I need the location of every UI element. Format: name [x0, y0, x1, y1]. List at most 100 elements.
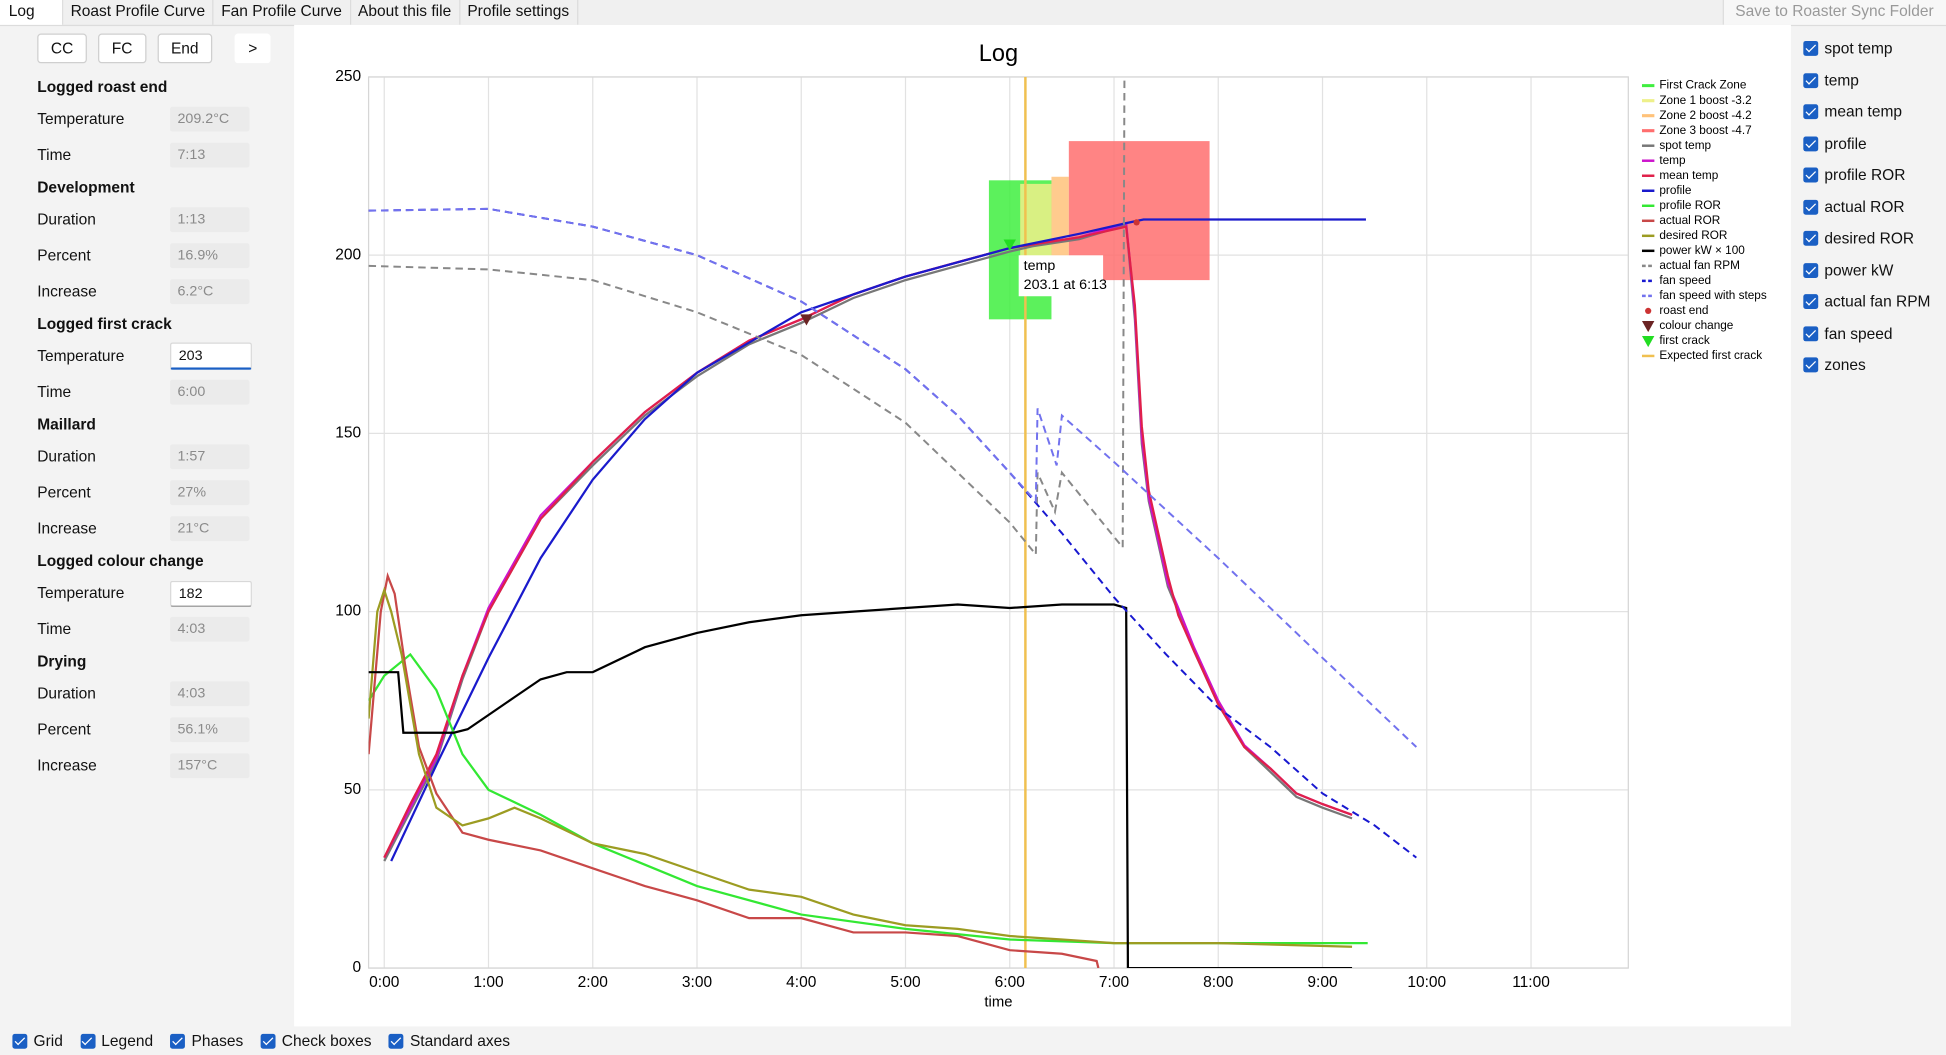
checkbox-box[interactable]: [12, 1033, 28, 1049]
button[interactable]: CC: [37, 33, 87, 64]
field-input[interactable]: 203: [170, 342, 252, 371]
checkbox-box[interactable]: [388, 1033, 404, 1049]
checkbox-label: Phases: [191, 1031, 244, 1050]
field-input[interactable]: 182: [170, 580, 252, 607]
tooltip-box: [1018, 255, 1104, 297]
x-tick-label: 5:00: [890, 974, 921, 991]
tooltip-text: temp: [1024, 258, 1056, 274]
checkbox[interactable]: power kW: [1803, 259, 1893, 281]
checkbox-box[interactable]: [260, 1033, 276, 1049]
checkbox-label: profile ROR: [1824, 166, 1906, 184]
checkbox-box[interactable]: [1803, 262, 1819, 278]
checkbox-label: zones: [1824, 356, 1866, 374]
checkbox-label: desired ROR: [1824, 229, 1915, 247]
log-fields: Logged roast end Temperature 209.2°C Time 7:…: [37, 72, 260, 783]
checkbox-box[interactable]: [1803, 135, 1819, 151]
field-label: Duration: [37, 448, 96, 466]
view-checkboxes: Grid Legend Phases Check boxes Standard axes: [0, 1026, 1946, 1055]
checkbox-box[interactable]: [1803, 325, 1819, 341]
button-row: CC FC End >: [37, 33, 271, 64]
x-axis-label: time: [984, 995, 1012, 1011]
tab-bar: Log Roast Profile Curve Fan Profile Curve A…: [0, 0, 1946, 27]
y-tick-label: 50: [344, 781, 362, 798]
x-tick-label: 8:00: [1203, 974, 1234, 991]
field-row: Time 6:00: [37, 374, 260, 409]
series-line: [368, 572, 1100, 969]
checkbox[interactable]: Standard axes: [388, 1032, 510, 1049]
legend-swatch: [1645, 307, 1652, 314]
field-row: Duration 1:57: [37, 440, 260, 475]
legend-label: desired ROR: [1659, 229, 1727, 242]
field-label: Temperature: [37, 110, 125, 129]
legend-label: power kW × 100: [1659, 244, 1745, 257]
series-line: [368, 586, 1353, 948]
field-value: 4:03: [170, 681, 250, 707]
checkbox-box[interactable]: [80, 1033, 96, 1049]
series-line: [368, 652, 1368, 945]
checkbox[interactable]: profile: [1803, 132, 1867, 154]
checkbox-box[interactable]: [1803, 104, 1819, 120]
field-row: Time 7:13: [37, 137, 260, 172]
checkbox[interactable]: Legend: [80, 1032, 153, 1049]
field-value: 1:57: [170, 444, 250, 470]
tab[interactable]: Fan Profile Curve: [214, 0, 351, 25]
checkbox-box[interactable]: [1803, 72, 1819, 88]
legend-label: profile: [1659, 184, 1692, 197]
tab[interactable]: Roast Profile Curve: [63, 0, 214, 25]
checkbox[interactable]: fan speed: [1803, 322, 1893, 344]
checkbox-box[interactable]: [1803, 357, 1819, 373]
checkbox[interactable]: Grid: [12, 1032, 63, 1049]
tab[interactable]: Profile settings: [460, 0, 578, 25]
checkbox[interactable]: actual ROR: [1803, 195, 1905, 217]
field-row: Increase 21°C: [37, 511, 260, 546]
checkbox[interactable]: desired ROR: [1803, 227, 1914, 249]
tooltip-text: 203.1 at 6:13: [1024, 277, 1107, 293]
checkbox-box[interactable]: [170, 1033, 186, 1049]
field-label: Time: [37, 146, 72, 164]
checkbox-box[interactable]: [1803, 167, 1819, 183]
button[interactable]: >: [234, 33, 271, 64]
field-label: Increase: [37, 282, 97, 300]
checkbox[interactable]: actual fan RPM: [1803, 290, 1930, 312]
section-title: Drying: [37, 652, 87, 671]
legend-label: spot temp: [1659, 139, 1711, 152]
series-line: [383, 225, 1353, 859]
field-row: Percent 16.9%: [37, 238, 260, 273]
field-value: 21°C: [170, 515, 250, 541]
series-line: [383, 223, 1353, 862]
checkbox[interactable]: Check boxes: [260, 1032, 371, 1049]
legend-label: first crack: [1659, 334, 1710, 347]
y-tick-label: 250: [335, 68, 361, 85]
checkbox-box[interactable]: [1803, 230, 1819, 246]
button[interactable]: End: [157, 33, 213, 64]
field-row: Duration 4:03: [37, 677, 260, 712]
checkbox[interactable]: spot temp: [1803, 37, 1893, 59]
tab[interactable]: About this file: [351, 0, 460, 25]
series-checkboxes: spot temp temp mean temp profile profile ROR…: [1791, 25, 1946, 1027]
checkbox-box[interactable]: [1803, 199, 1819, 215]
checkbox-label: actual ROR: [1824, 197, 1905, 216]
field-label: Time: [37, 383, 72, 401]
x-tick-label: 0:00: [369, 974, 400, 991]
checkbox[interactable]: profile ROR: [1803, 164, 1905, 186]
x-tick-label: 9:00: [1307, 974, 1338, 991]
field-label: Increase: [37, 519, 97, 537]
checkbox[interactable]: Phases: [170, 1032, 243, 1049]
checkbox-box[interactable]: [1803, 40, 1819, 56]
x-tick-label: 6:00: [995, 974, 1026, 991]
button[interactable]: FC: [98, 33, 147, 64]
checkbox-box[interactable]: [1803, 294, 1819, 310]
sync-button[interactable]: Save to Roaster Sync Folder: [1722, 0, 1946, 25]
legend-label: fan speed: [1659, 274, 1711, 287]
legend-label: actual ROR: [1659, 214, 1720, 227]
checkbox[interactable]: zones: [1803, 354, 1866, 376]
field-row: Temperature 203: [37, 339, 260, 374]
plot-frame: [367, 76, 1629, 969]
checkbox[interactable]: mean temp: [1803, 101, 1902, 123]
field-label: Temperature: [37, 347, 125, 366]
legend-label: fan speed with steps: [1659, 289, 1767, 302]
field-label: Temperature: [37, 584, 125, 603]
x-tick-label: 3:00: [682, 974, 713, 991]
checkbox[interactable]: temp: [1803, 69, 1859, 91]
tab[interactable]: Log: [0, 0, 64, 25]
